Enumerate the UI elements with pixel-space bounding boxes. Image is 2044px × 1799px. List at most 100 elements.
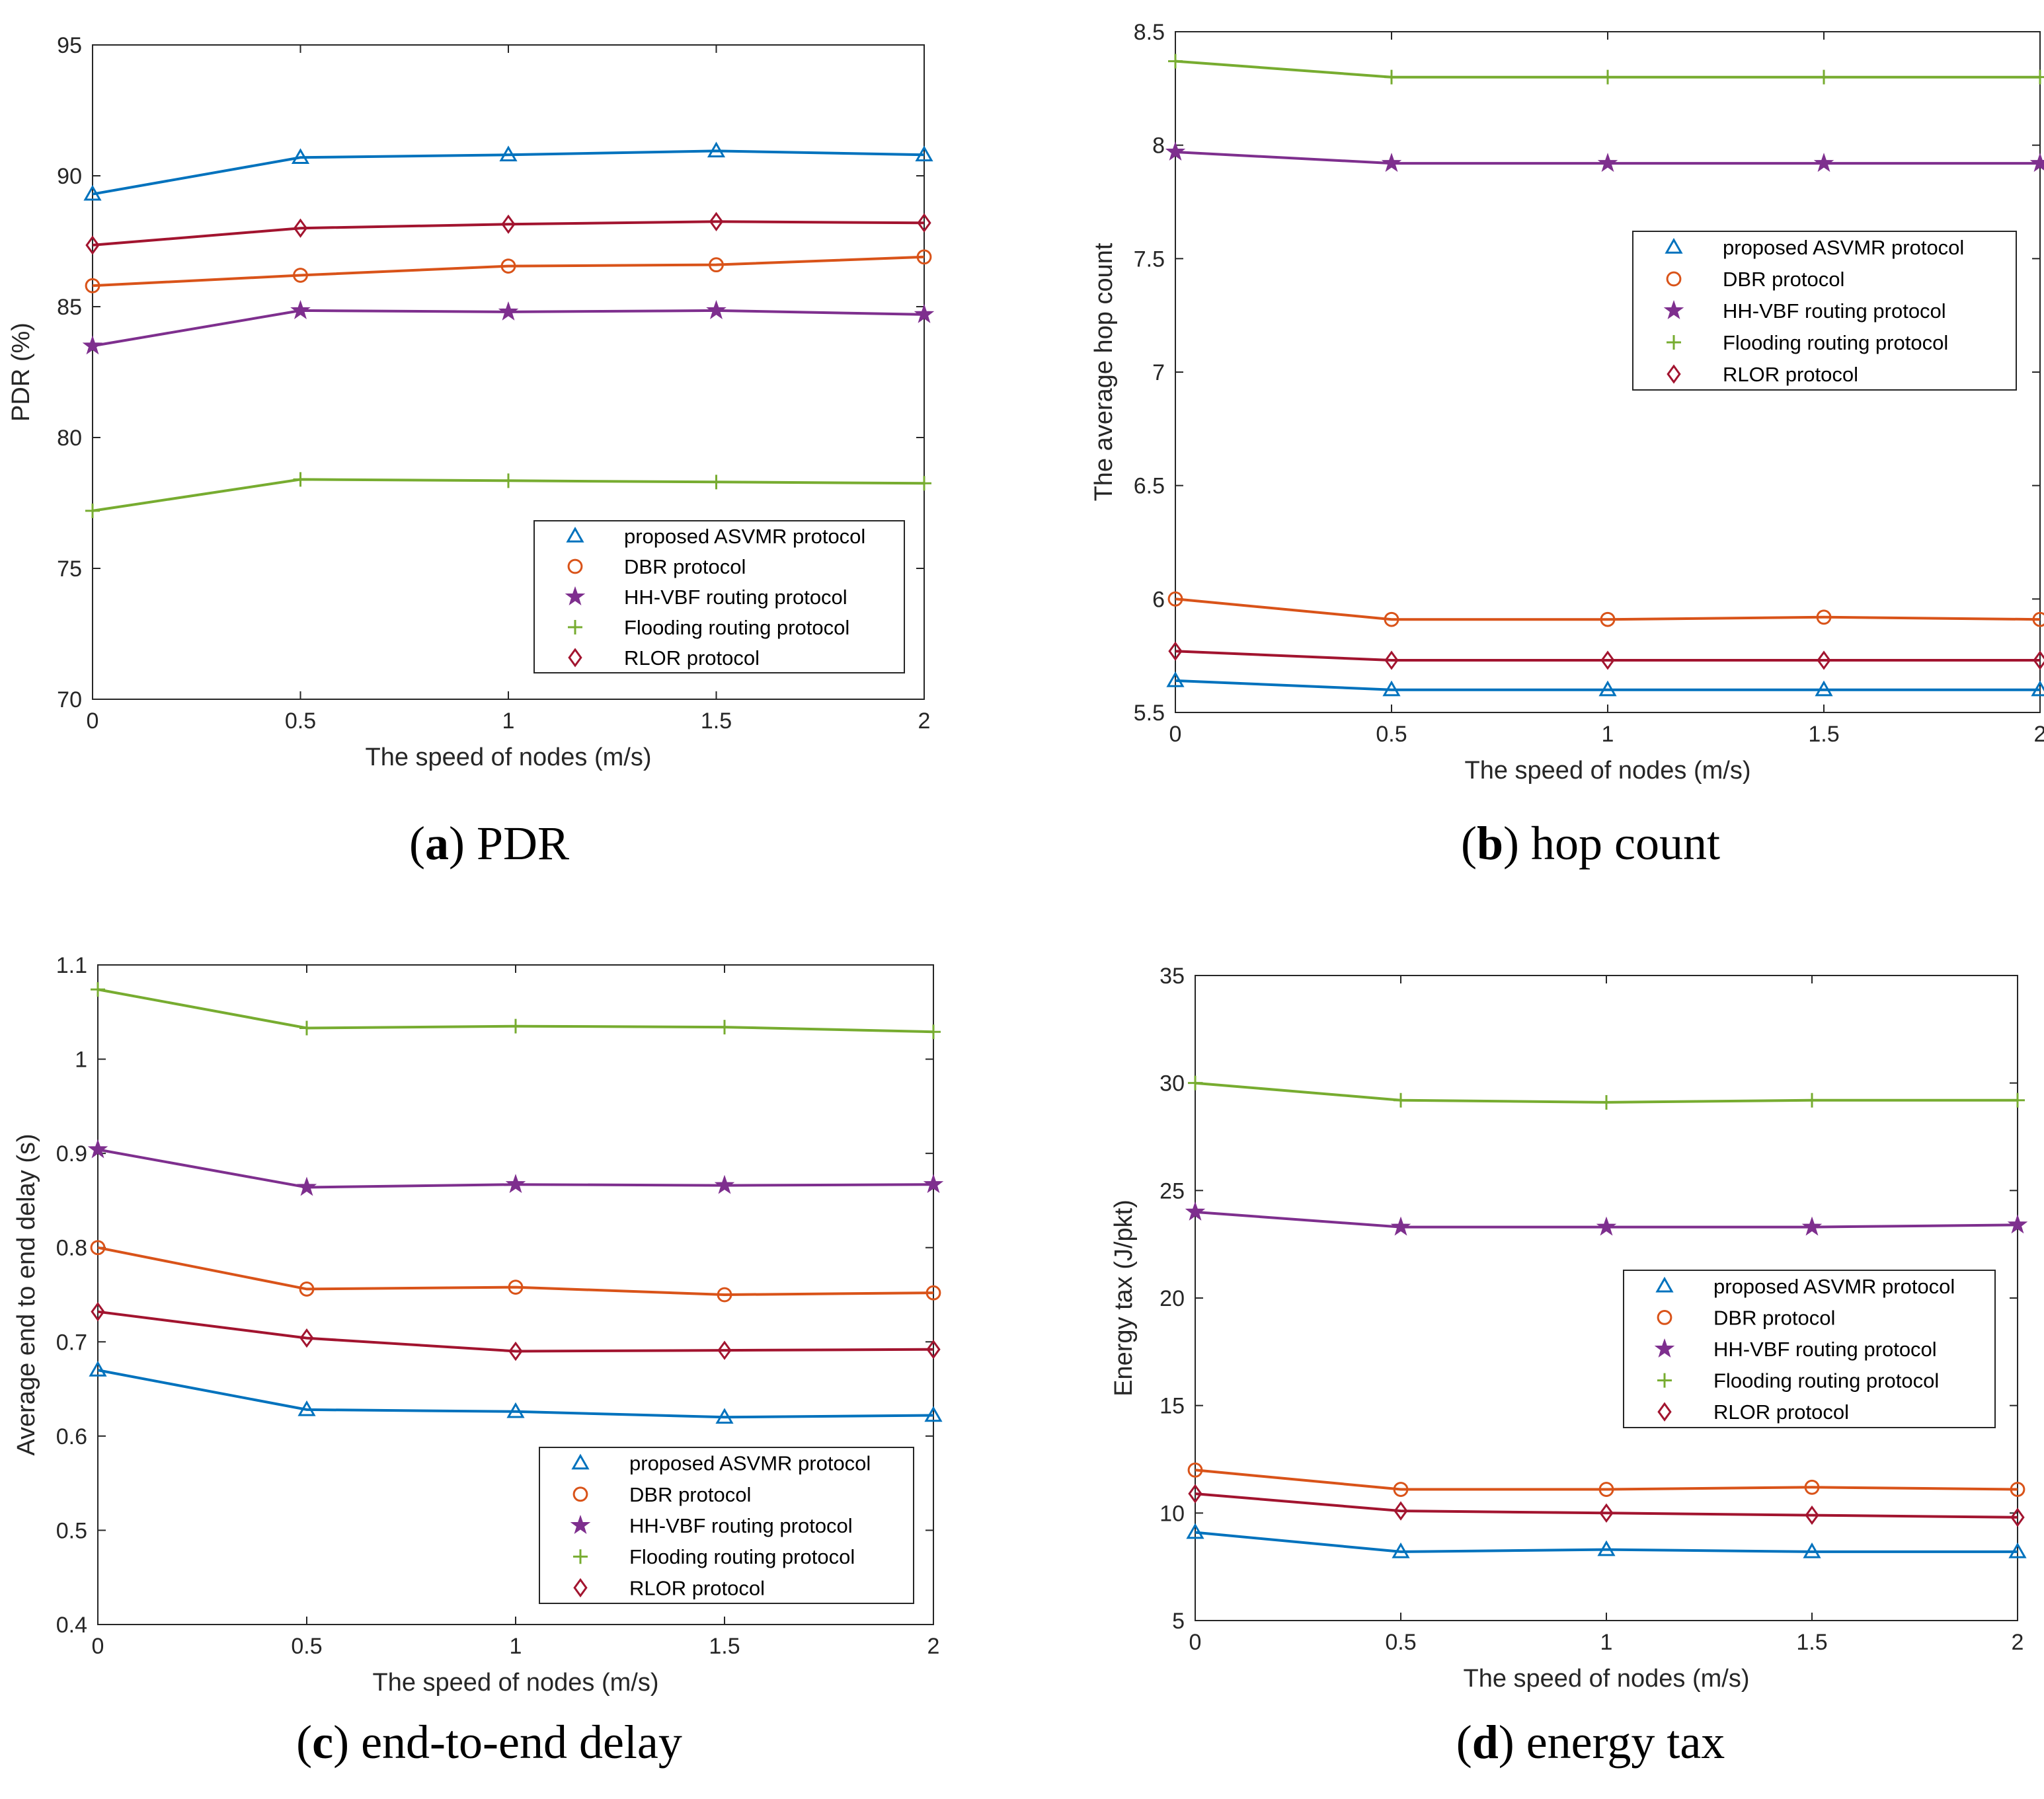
y-tick-label: 7	[1152, 360, 1165, 385]
legend-marker-dbr	[567, 558, 583, 574]
series-dbr	[85, 249, 932, 293]
data-point-dbr	[85, 278, 100, 293]
x-tick-label: 0	[92, 1634, 104, 1659]
legend-label-hhvbf: HH-VBF routing protocol	[1713, 1338, 1937, 1361]
legend-marker-dbr	[1666, 271, 1682, 287]
legend: proposed ASVMR protocol DBR protocol HH-VB…	[533, 520, 905, 673]
legend-marker-asvmr	[571, 1453, 590, 1470]
data-point-rlor	[709, 211, 724, 231]
data-point-rlor	[1599, 1503, 1614, 1523]
data-point-asvmr	[1597, 1540, 1616, 1556]
data-point-dbr	[1600, 611, 1616, 627]
y-tick-label: 35	[1160, 964, 1185, 989]
data-point-hhvbf	[87, 1139, 108, 1159]
data-point-hhvbf	[82, 335, 103, 355]
data-point-dbr	[717, 1287, 732, 1303]
data-point-asvmr	[2008, 1542, 2027, 1558]
figure-caption: (c) end-to-end delay	[296, 1716, 682, 1769]
series-line-rlor	[97, 1310, 934, 1353]
legend-marker-hhvbf	[1654, 1338, 1675, 1358]
legend-box	[533, 520, 905, 673]
data-point-rlor	[1188, 1484, 1202, 1504]
x-tick-label: 0.5	[285, 708, 316, 734]
data-point-asvmr	[89, 1361, 107, 1377]
data-point-asvmr	[291, 148, 310, 165]
x-tick-label: 1	[510, 1634, 522, 1659]
y-tick-label: 0.8	[56, 1236, 87, 1261]
figure-caption: (d) energy tax	[1456, 1716, 1725, 1769]
data-point-hhvbf	[2007, 1214, 2028, 1234]
chart-svg-b: 0 0.5 1 1.5 2 5.5 6 6.5 7 7.5 8 8.5 The speed of nod…	[1090, 20, 2044, 870]
series-rlor	[1168, 641, 2044, 670]
y-tick-label: 20	[1160, 1286, 1185, 1311]
data-point-flooding	[1817, 69, 1831, 85]
data-point-flooding	[926, 1024, 941, 1040]
series-asvmr	[89, 1361, 943, 1424]
x-tick-label: 0	[1189, 1630, 1202, 1655]
y-tick-label: 10	[1160, 1501, 1185, 1526]
legend-marker-flooding	[1657, 1373, 1672, 1388]
data-point-flooding	[299, 1020, 314, 1036]
y-tick-label: 0.5	[56, 1518, 87, 1543]
legend-marker-rlor	[568, 648, 582, 668]
x-axis-label: The speed of nodes (m/s)	[1464, 1665, 1750, 1693]
series-line-dbr	[1195, 1469, 2018, 1491]
x-tick-label: 1.5	[1808, 722, 1839, 747]
data-point-dbr	[508, 1280, 524, 1295]
series-dbr	[1187, 1462, 2025, 1497]
data-point-asvmr	[924, 1406, 943, 1422]
data-point-asvmr	[499, 145, 518, 162]
series-hhvbf	[1185, 1201, 2028, 1236]
x-tick-label: 0	[87, 708, 99, 734]
legend-marker-dbr	[1657, 1310, 1672, 1325]
data-point-dbr	[500, 258, 516, 274]
x-tick-label: 2	[927, 1634, 940, 1659]
data-point-dbr	[293, 268, 308, 283]
y-tick-label: 70	[57, 687, 82, 712]
series-line-asvmr	[1175, 679, 2040, 691]
chart-panel-energy-tax: 0 0.5 1 1.5 2 5 10 15 20 25 30 35 The speed of nodes…	[1022, 892, 2044, 1799]
data-point-flooding	[1384, 69, 1399, 85]
y-tick-label: 0.9	[56, 1141, 87, 1167]
data-point-hhvbf	[505, 1174, 526, 1194]
data-point-dbr	[90, 1240, 106, 1256]
data-point-hhvbf	[714, 1174, 735, 1194]
legend-box	[539, 1447, 914, 1604]
y-tick-label: 7.5	[1134, 247, 1165, 272]
data-point-hhvbf	[923, 1174, 944, 1194]
data-point-dbr	[1393, 1482, 1409, 1497]
data-point-rlor	[1805, 1505, 1819, 1525]
data-point-dbr	[2032, 611, 2044, 627]
data-point-asvmr	[1815, 680, 1833, 697]
y-tick-label: 8.5	[1134, 20, 1165, 45]
y-axis-label: Energy tax (J/pkt)	[1110, 1200, 1138, 1397]
data-point-flooding	[1394, 1092, 1408, 1108]
legend-label-asvmr: proposed ASVMR protocol	[1723, 236, 1964, 259]
series-line-asvmr	[92, 149, 925, 196]
y-tick-label: 1.1	[56, 953, 87, 978]
x-tick-label: 1	[1602, 722, 1614, 747]
data-point-hhvbf	[1381, 153, 1402, 172]
data-point-hhvbf	[914, 303, 935, 323]
legend: proposed ASVMR protocol DBR protocol HH-VB…	[539, 1447, 914, 1604]
legend-box	[1632, 231, 2017, 391]
data-point-flooding	[85, 503, 100, 518]
data-point-rlor	[299, 1328, 314, 1348]
x-axis-label: The speed of nodes (m/s)	[1465, 757, 1751, 785]
legend-label-rlor: RLOR protocol	[1713, 1400, 1849, 1424]
data-point-rlor	[1600, 650, 1615, 670]
legend-marker-flooding	[1667, 335, 1681, 350]
y-tick-label: 0.7	[56, 1330, 87, 1355]
chart-panel-delay: 0 0.5 1 1.5 2 0.4 0.5 0.6 0.7 0.8 0.9 1 1.1 The speed…	[0, 892, 1022, 1799]
series-line-rlor	[1195, 1492, 2018, 1519]
series-flooding	[91, 982, 941, 1040]
series-line-dbr	[1175, 597, 2041, 621]
x-tick-label: 1.5	[701, 708, 732, 734]
series-rlor	[1188, 1484, 2025, 1527]
series-flooding	[1168, 54, 2044, 85]
x-tick-label: 1	[502, 708, 515, 734]
data-point-asvmr	[297, 1400, 316, 1416]
x-axis-label: The speed of nodes (m/s)	[366, 744, 652, 771]
data-point-asvmr	[83, 184, 102, 201]
legend-marker-asvmr	[566, 526, 584, 543]
